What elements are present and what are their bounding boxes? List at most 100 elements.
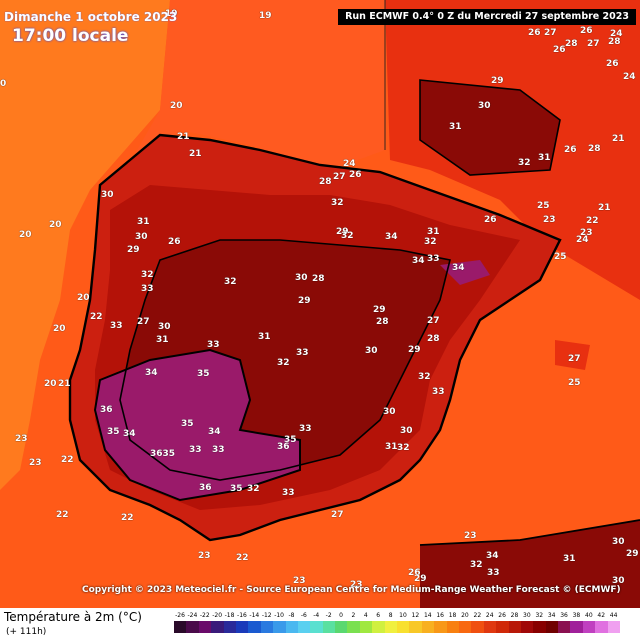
temperature-label: 31 [385, 442, 398, 452]
temperature-label: 27 [544, 28, 557, 38]
temperature-label: 29 [414, 574, 427, 584]
balearic-island [555, 340, 590, 370]
temperature-label: 30 [383, 407, 396, 417]
legend-swatch [397, 621, 410, 633]
legend-swatch [310, 621, 324, 633]
legend-swatch [570, 621, 584, 633]
temperature-label: 30 [158, 322, 171, 332]
legend-swatch [297, 621, 311, 633]
contour-north-africa [419, 519, 640, 546]
temperature-label: 20 [77, 293, 90, 303]
temperature-label: 30 [295, 273, 308, 283]
temperature-label: 35 [230, 484, 243, 494]
legend-tick-label: 40 [585, 612, 593, 619]
temperature-label: 32 [418, 372, 431, 382]
temperature-label: 20 [170, 101, 183, 111]
legend-tick-label: -18 [224, 612, 235, 619]
temperature-label: 0 [0, 79, 7, 89]
temperature-label: 23 [543, 215, 556, 225]
temperature-label: 34 [208, 427, 221, 437]
legend-tick-label: 34 [547, 612, 556, 619]
legend-tick-label: 6 [376, 612, 381, 619]
model-run-badge: Run ECMWF 0.4° 0 Z du Mercredi 27 septem… [338, 9, 636, 25]
legend-swatch [421, 621, 435, 633]
temperature-label: 28 [376, 317, 389, 327]
legend-swatch [607, 621, 621, 633]
legend-tick-label: 2 [351, 612, 356, 619]
legend-swatch [248, 621, 262, 633]
temperature-label: 29 [491, 76, 504, 86]
temperature-label: 30 [400, 426, 413, 436]
temperature-label: 32 [224, 277, 237, 287]
legend-swatch [174, 621, 187, 633]
legend-swatch [273, 621, 286, 633]
temperature-label: 31 [563, 554, 576, 564]
temperature-label: 32 [397, 443, 410, 453]
temperature-label: 22 [586, 216, 599, 226]
temperature-label: 25 [554, 252, 567, 262]
legend-swatch [235, 621, 249, 633]
temperature-label: 29 [127, 245, 140, 255]
temperature-label: 32 [247, 484, 260, 494]
temperature-label: 23 [580, 228, 593, 238]
temperature-label: 33 [141, 284, 154, 294]
legend-swatch [496, 621, 509, 633]
legend-tick-label: 10 [399, 612, 407, 619]
legend-tick-label: -16 [237, 612, 247, 619]
legend-swatch [335, 621, 348, 633]
temperature-label: 29 [408, 345, 421, 355]
temperature-label: 31 [137, 217, 150, 227]
temperature-label: 26 [553, 45, 566, 55]
temperature-label: 33 [427, 254, 440, 264]
legend-tick-label: 12 [411, 612, 420, 619]
temperature-label: 20 [53, 324, 66, 334]
temperature-label: 23 [29, 458, 42, 468]
temperature-label: 26 [408, 568, 421, 578]
legend-tick-label: 42 [597, 612, 606, 619]
north-africa-hot [420, 520, 640, 608]
legend-tick-label: 30 [523, 612, 531, 619]
temperature-label: 30 [478, 101, 491, 111]
temperature-label: 33 [110, 321, 123, 331]
temperature-label: 33 [207, 340, 220, 350]
temperature-label: 25 [568, 378, 581, 388]
coastline-iberia [68, 133, 562, 542]
sea-west-cooler [0, 0, 170, 490]
legend-tick-label: -26 [175, 612, 185, 619]
legend-tick-label: 16 [436, 612, 444, 619]
legend-tick-label: 26 [498, 612, 506, 619]
temperature-label: 30 [135, 232, 148, 242]
temperature-label: 31 [449, 122, 462, 132]
legend-tick-label: 38 [572, 612, 581, 619]
temperature-label: 35 [284, 435, 297, 445]
temperature-label: 36 [277, 442, 290, 452]
temperature-label: 31 [156, 335, 169, 345]
forecast-hour: 17:00 locale [12, 26, 129, 46]
legend-swatch [446, 621, 460, 633]
temperature-label: 21 [177, 132, 190, 142]
legend-tick-label: 14 [423, 612, 432, 619]
legend-swatch [595, 621, 609, 633]
temperature-label: 36 [199, 483, 212, 493]
temperature-label: 35 [181, 419, 194, 429]
temperature-label: 33 [296, 348, 309, 358]
legend-tick-label: 32 [535, 612, 544, 619]
temperature-label: 33 [282, 488, 295, 498]
legend-subtitle: (+ 111h) [6, 627, 47, 637]
temperature-label: 19 [165, 9, 178, 19]
temperature-label: 26 [349, 170, 362, 180]
copyright-text: Copyright © 2023 Meteociel.fr - Source E… [82, 585, 621, 595]
legend-tick-label: -24 [187, 612, 198, 619]
forecast-date: Dimanche 1 octobre 2023 [4, 10, 178, 24]
legend-swatch [582, 621, 596, 633]
temperature-label: 28 [565, 39, 578, 49]
temperature-label: 30 [612, 576, 625, 586]
legend-swatch [186, 621, 200, 633]
temperature-label: 34 [123, 429, 136, 439]
legend-swatch [359, 621, 373, 633]
italy-hot [420, 80, 560, 175]
temperature-label: 19 [259, 11, 272, 21]
contour-35 [93, 348, 301, 502]
temperature-label: 3635 [150, 449, 176, 459]
temperature-label: 21 [598, 203, 611, 213]
